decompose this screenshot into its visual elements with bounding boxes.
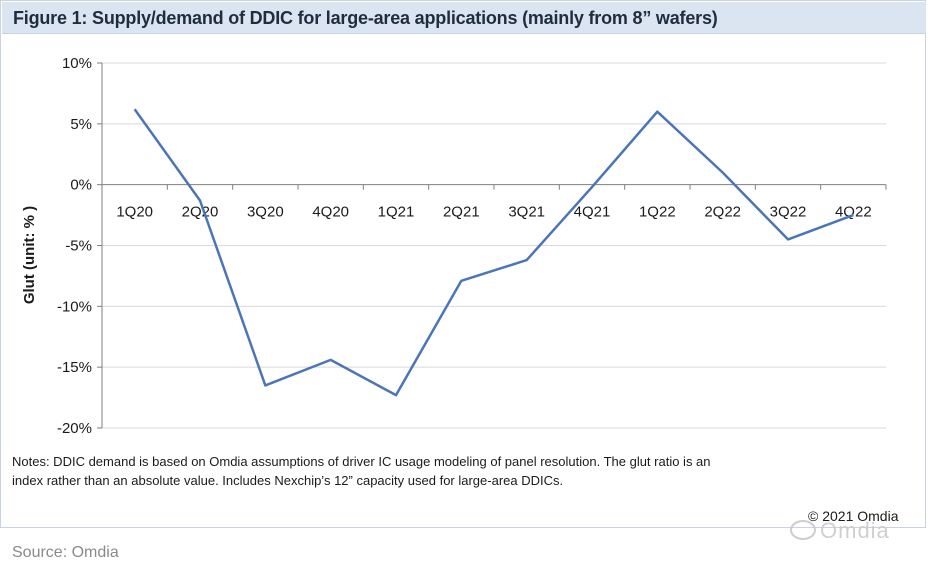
figure-title: Figure 1: Supply/demand of DDIC for larg… xyxy=(13,8,718,28)
series-line-glut xyxy=(133,108,854,397)
line-chart: 10%5%0%-5%-10%-15%-20% 1Q20 2Q20 3Q20 4Q20 1… xyxy=(21,55,887,437)
source-text: Source: Omdia xyxy=(12,544,119,561)
x-tick-labels: 1Q20 2Q20 3Q20 4Q20 1Q21 2Q21 3Q21 4Q21 1Q22 2Q22… xyxy=(116,204,871,221)
watermark-text: Omdia xyxy=(820,518,890,543)
series-layer xyxy=(133,108,854,397)
x-tick-label: 2Q22 xyxy=(704,204,741,221)
axis-layer xyxy=(97,62,887,429)
y-tick-label: 5% xyxy=(70,116,92,133)
x-tick-label: 4Q22 xyxy=(835,204,872,221)
notes-text: Notes: DDIC demand is based on Omdia ass… xyxy=(12,454,711,488)
x-tick-label: 1Q22 xyxy=(639,204,676,221)
x-tick-label: 4Q20 xyxy=(312,204,349,221)
title-bar: Figure 1: Supply/demand of DDIC for larg… xyxy=(2,2,926,34)
y-tick-label: 0% xyxy=(70,177,92,194)
y-tick-label: -10% xyxy=(57,298,92,315)
x-tick-label: 1Q20 xyxy=(116,204,153,221)
copyright-text: © 2021 Omdia xyxy=(808,508,899,524)
x-tick-label: 2Q20 xyxy=(182,204,219,221)
wechat-icon xyxy=(790,520,816,541)
watermark: Omdia xyxy=(790,518,890,544)
x-tick-label: 4Q21 xyxy=(574,204,611,221)
y-tick-label: -5% xyxy=(65,238,92,255)
x-tick-label: 3Q22 xyxy=(770,204,807,221)
grid-layer xyxy=(102,62,886,429)
x-tick-label: 1Q21 xyxy=(378,204,415,221)
y-tick-label: -15% xyxy=(57,359,92,376)
y-tick-label: -20% xyxy=(57,420,92,437)
y-tick-label: 10% xyxy=(62,55,92,72)
figure-frame: Figure 1: Supply/demand of DDIC for larg… xyxy=(0,0,926,528)
x-tick-label: 2Q21 xyxy=(443,204,480,221)
x-tick-label: 3Q20 xyxy=(247,204,284,221)
y-axis-label: Glut (unit: % ) xyxy=(21,206,38,304)
y-tick-labels: 10% 5% 0% -5% -10% -15% -20% xyxy=(57,55,92,437)
x-tick-label: 3Q21 xyxy=(508,204,545,221)
